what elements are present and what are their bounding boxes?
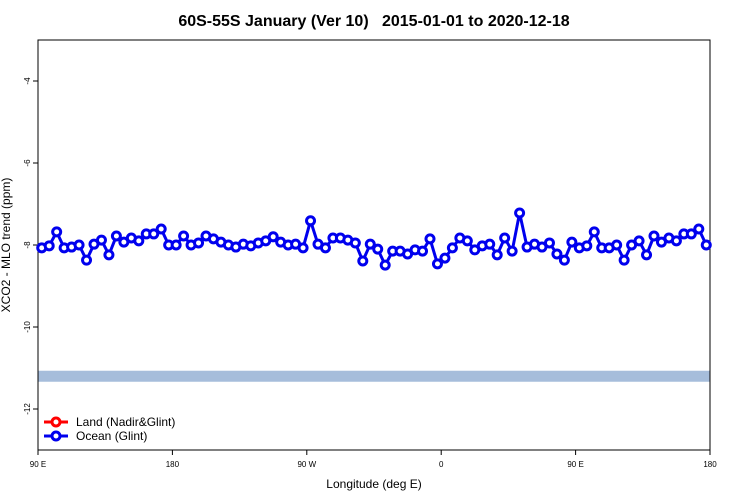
legend-label: Ocean (Glint) xyxy=(76,429,147,443)
data-point xyxy=(685,228,697,240)
data-point xyxy=(364,238,376,250)
data-point xyxy=(551,248,563,260)
data-point xyxy=(357,255,369,267)
data-point xyxy=(461,235,473,247)
data-point xyxy=(51,226,63,238)
x-tick-label: 90 W xyxy=(297,460,316,469)
data-point xyxy=(566,236,578,248)
data-point xyxy=(349,237,361,249)
data-point xyxy=(319,242,331,254)
y-tick-label: -8 xyxy=(23,241,32,249)
data-point xyxy=(297,242,309,254)
data-point xyxy=(424,233,436,245)
data-point xyxy=(439,252,451,264)
data-point xyxy=(506,245,518,257)
data-point xyxy=(379,259,391,271)
x-tick-label: 180 xyxy=(166,460,180,469)
legend-marker xyxy=(50,416,62,428)
data-point xyxy=(446,242,458,254)
data-point xyxy=(81,254,93,266)
data-point xyxy=(581,240,593,252)
y-tick-label: -6 xyxy=(23,159,32,167)
y-axis-label: XCO2 - MLO trend (ppm) xyxy=(0,178,13,313)
data-point xyxy=(267,231,279,243)
data-point xyxy=(103,249,115,261)
legend-marker xyxy=(50,430,62,442)
data-point xyxy=(700,239,712,251)
data-point xyxy=(73,239,85,251)
data-point xyxy=(611,239,623,251)
data-point xyxy=(148,228,160,240)
data-point xyxy=(417,245,429,257)
data-point xyxy=(670,235,682,247)
data-point xyxy=(431,258,443,270)
data-point xyxy=(170,239,182,251)
data-point xyxy=(514,207,526,219)
data-point xyxy=(193,237,205,249)
data-point xyxy=(43,240,55,252)
x-tick-label: 0 xyxy=(439,460,444,469)
data-point xyxy=(110,230,122,242)
y-tick-label: -12 xyxy=(23,403,32,415)
data-point xyxy=(648,230,660,242)
x-tick-label: 90 E xyxy=(30,460,46,469)
data-point xyxy=(618,254,630,266)
data-point xyxy=(95,234,107,246)
chart-title: 60S-55S January (Ver 10) 2015-01-01 to 2… xyxy=(178,13,569,30)
data-point xyxy=(558,254,570,266)
data-point xyxy=(155,223,167,235)
data-point xyxy=(633,235,645,247)
data-point xyxy=(693,223,705,235)
legend-label: Land (Nadir&Glint) xyxy=(76,415,175,429)
data-point xyxy=(491,249,503,261)
data-point xyxy=(641,249,653,261)
data-point xyxy=(499,232,511,244)
data-point xyxy=(588,226,600,238)
data-point xyxy=(543,237,555,249)
data-point xyxy=(305,215,317,227)
x-tick-label: 180 xyxy=(703,460,717,469)
data-point xyxy=(133,235,145,247)
y-tick-label: -4 xyxy=(23,77,32,85)
data-point xyxy=(484,238,496,250)
x-tick-label: 90 E xyxy=(567,460,583,469)
x-axis-label: Longitude (deg E) xyxy=(326,477,421,491)
y-tick-label: -10 xyxy=(23,321,32,333)
data-point xyxy=(372,243,384,255)
data-point xyxy=(178,230,190,242)
